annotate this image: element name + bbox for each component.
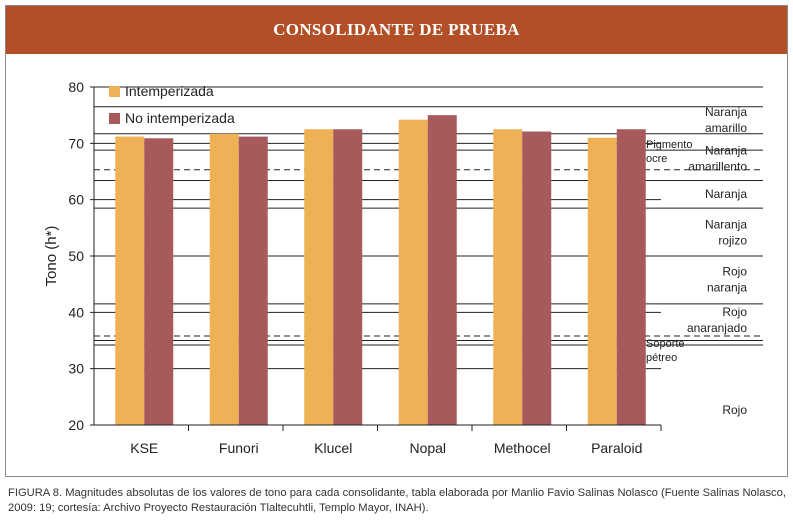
bar-no-intemperizada	[616, 129, 646, 425]
category-label: Methocel	[494, 440, 551, 456]
chart-title: CONSOLIDANTE DE PRUEBA	[6, 6, 787, 54]
tone-zone-label: Rojo naranja	[707, 265, 747, 295]
figure-caption: FIGURA 8. Magnitudes absolutas de los va…	[8, 487, 786, 514]
bar-intemperizada	[587, 137, 617, 425]
bar-intemperizada	[304, 129, 334, 425]
tone-bar-chart: 20 30 40 50 60 70 80 Pigmento ocre Soporte pétreo N…	[43, 79, 763, 456]
tone-zone-label: Naranja amarillo	[705, 105, 747, 135]
ytick-label: 60	[68, 192, 84, 208]
tone-zone-label: Rojo anaranjado	[687, 305, 747, 335]
ytick-label: 80	[68, 79, 84, 95]
legend-swatch	[109, 113, 120, 124]
bar-intemperizada	[398, 119, 428, 425]
tone-zone-label: Naranja amarillento	[688, 144, 747, 174]
ytick-label: 50	[68, 248, 84, 264]
bar-intemperizada	[209, 133, 239, 426]
ytick-label: 70	[68, 135, 84, 151]
tone-zone-label: Rojo	[722, 403, 747, 417]
category-label: Funori	[219, 440, 259, 456]
figure-frame: CONSOLIDANTE DE PRUEBA 20 30 40 50 60 70 80 Pig…	[5, 5, 788, 477]
bar-intemperizada	[493, 129, 523, 425]
bar-intemperizada	[115, 136, 145, 425]
category-label: KSE	[130, 440, 158, 456]
bar-no-intemperizada	[144, 138, 174, 425]
y-axis-label: Tono (h*)	[43, 226, 60, 287]
tone-zone-label: Naranja	[705, 187, 747, 201]
bar-no-intemperizada	[427, 115, 457, 426]
tone-zone-label: Naranja rojizo	[705, 217, 747, 247]
category-label: Paraloid	[591, 440, 642, 456]
reference-label: Pigmento ocre	[646, 139, 692, 165]
ytick-label: 40	[68, 304, 84, 320]
category-label: Klucel	[314, 440, 352, 456]
ytick-label: 30	[68, 361, 84, 377]
bar-no-intemperizada	[238, 136, 268, 425]
ytick-label: 20	[68, 417, 84, 433]
legend-label: No intemperizada	[125, 110, 235, 126]
bar-no-intemperizada	[333, 129, 363, 425]
legend-swatch	[109, 86, 120, 97]
reference-label: Soporte pétreo	[646, 338, 685, 364]
category-label: Nopal	[409, 440, 446, 456]
legend-label: Intemperizada	[125, 83, 214, 99]
bar-no-intemperizada	[522, 131, 552, 425]
